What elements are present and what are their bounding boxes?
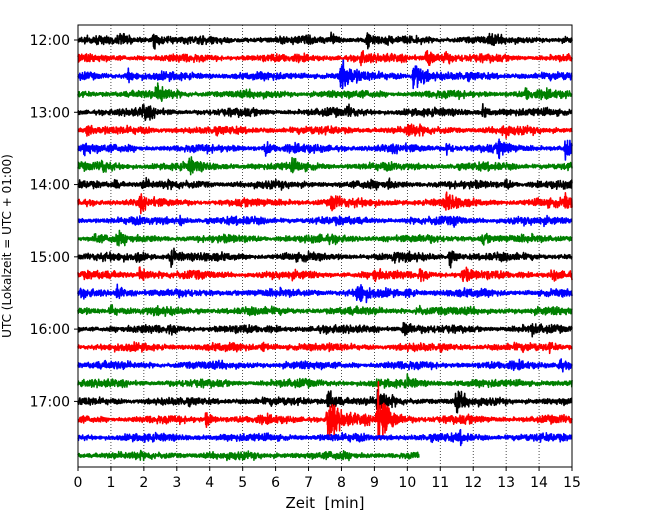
x-tick-label: 14 — [530, 475, 548, 491]
trace-1345 — [77, 156, 573, 176]
trace-1630 — [77, 358, 573, 373]
trace-1315 — [77, 123, 573, 140]
x-tick-label: 3 — [172, 475, 181, 491]
trace-1430 — [77, 214, 573, 228]
y-tick-label: 14:00 — [30, 178, 70, 194]
plot-frame — [77, 24, 573, 468]
x-tick-label: 0 — [74, 475, 83, 491]
traces — [77, 31, 573, 462]
y-tick-label: 15:00 — [30, 250, 70, 266]
trace-1445 — [77, 229, 573, 247]
x-tick-label: 15 — [563, 475, 581, 491]
x-tick-label: 12 — [464, 475, 482, 491]
trace-1645 — [77, 373, 573, 389]
x-tick-label: 10 — [398, 475, 416, 491]
trace-1745 — [77, 449, 420, 462]
trace-1330 — [77, 138, 573, 161]
trace-1700 — [77, 388, 573, 414]
trace-1200 — [77, 31, 573, 50]
y-tick-label: 12:00 — [30, 33, 70, 49]
x-tick-label: 1 — [106, 475, 115, 491]
trace-1500 — [77, 247, 573, 269]
axis-ticks: 0 1 2 3 4 5 6 7 8 9 10 11 12 13 14 1512:0013:0014:0015:… — [30, 33, 581, 491]
trace-1600 — [77, 321, 573, 338]
trace-1545 — [77, 304, 573, 317]
trace-1215 — [77, 49, 573, 67]
x-tick-label: 8 — [337, 475, 346, 491]
trace-1715 — [77, 380, 573, 441]
trace-1415 — [77, 191, 573, 215]
x-tick-label: 4 — [205, 475, 214, 491]
trace-1230 — [77, 59, 573, 90]
trace-1615 — [77, 341, 573, 355]
trace-1730 — [77, 428, 573, 447]
x-tick-label: 13 — [497, 475, 515, 491]
y-tick-label: 16:00 — [30, 322, 70, 338]
x-tick-label: 7 — [304, 475, 313, 491]
y-axis-label: UTC (Lokalzeit = UTC + 01:00) — [0, 154, 14, 338]
x-tick-label: 11 — [431, 475, 449, 491]
x-tick-label: 2 — [139, 475, 148, 491]
trace-1515 — [77, 266, 573, 283]
x-tick-label: 5 — [238, 475, 247, 491]
trace-1300 — [77, 103, 573, 122]
trace-1400 — [77, 176, 573, 191]
y-tick-label: 13:00 — [30, 105, 70, 121]
trace-1245 — [77, 82, 573, 102]
x-tick-label: 9 — [370, 475, 379, 491]
trace-1530 — [77, 283, 573, 304]
y-tick-label: 17:00 — [30, 394, 70, 410]
x-axis-label: Zeit [min] — [285, 494, 364, 512]
x-tick-label: 6 — [271, 475, 280, 491]
